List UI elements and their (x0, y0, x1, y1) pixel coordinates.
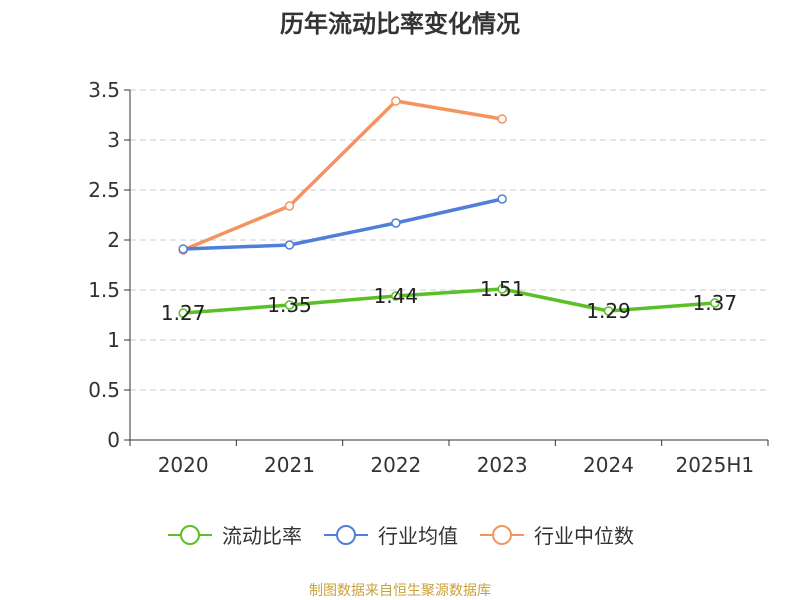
legend-item[interactable]: 行业均值 (322, 520, 458, 549)
y-tick-label: 1 (107, 328, 120, 352)
data-point (497, 114, 507, 124)
series-line (183, 197, 503, 251)
x-tick-label: 2023 (477, 453, 528, 477)
data-point (284, 240, 295, 250)
data-label: 1.44 (374, 284, 419, 308)
x-tick-label: 2025H1 (675, 453, 754, 477)
legend-item[interactable]: 流动比率 (166, 520, 302, 549)
y-tick-label: 3.5 (88, 78, 120, 102)
data-label: 1.35 (267, 293, 312, 317)
legend-label: 流动比率 (222, 524, 302, 548)
source-note: 制图数据来自恒生聚源数据库 (309, 583, 491, 599)
series-line (183, 287, 715, 315)
chart-title: 历年流动比率变化情况 (280, 10, 520, 38)
legend: 流动比率 行业均值 行业中位数 (0, 520, 800, 549)
legend-item[interactable]: 行业中位数 (478, 520, 634, 549)
y-tick-label: 3 (107, 128, 120, 152)
x-tick-label: 2020 (158, 453, 209, 477)
data-point (391, 96, 401, 106)
x-tick-label: 2021 (264, 453, 315, 477)
legend-label: 行业中位数 (534, 524, 634, 548)
data-point (710, 298, 720, 308)
data-point (603, 306, 614, 316)
data-point (178, 244, 188, 254)
data-label: 1.29 (586, 299, 631, 323)
legend-label: 行业均值 (378, 524, 458, 548)
y-tick-label: 0.5 (88, 378, 120, 402)
data-label: 1.27 (161, 301, 206, 325)
legend-swatch-icon (324, 524, 368, 545)
data-point (497, 284, 507, 294)
data-point (284, 201, 295, 211)
data-point (497, 194, 507, 204)
legend-swatch-icon (480, 524, 524, 545)
data-point (178, 308, 188, 318)
x-tick-label: 2022 (370, 453, 421, 477)
y-tick-label: 2.5 (88, 178, 120, 202)
data-point (391, 291, 401, 301)
y-tick-label: 0 (107, 428, 120, 452)
x-tick-label: 2024 (583, 453, 634, 477)
series-line (182, 99, 503, 252)
y-tick-label: 1.5 (88, 278, 120, 302)
data-point (284, 300, 295, 310)
legend-swatch-icon (168, 524, 212, 545)
data-label: 1.37 (693, 291, 738, 315)
data-label: 1.51 (480, 277, 525, 301)
data-point (391, 218, 401, 228)
y-tick-label: 2 (107, 228, 120, 252)
